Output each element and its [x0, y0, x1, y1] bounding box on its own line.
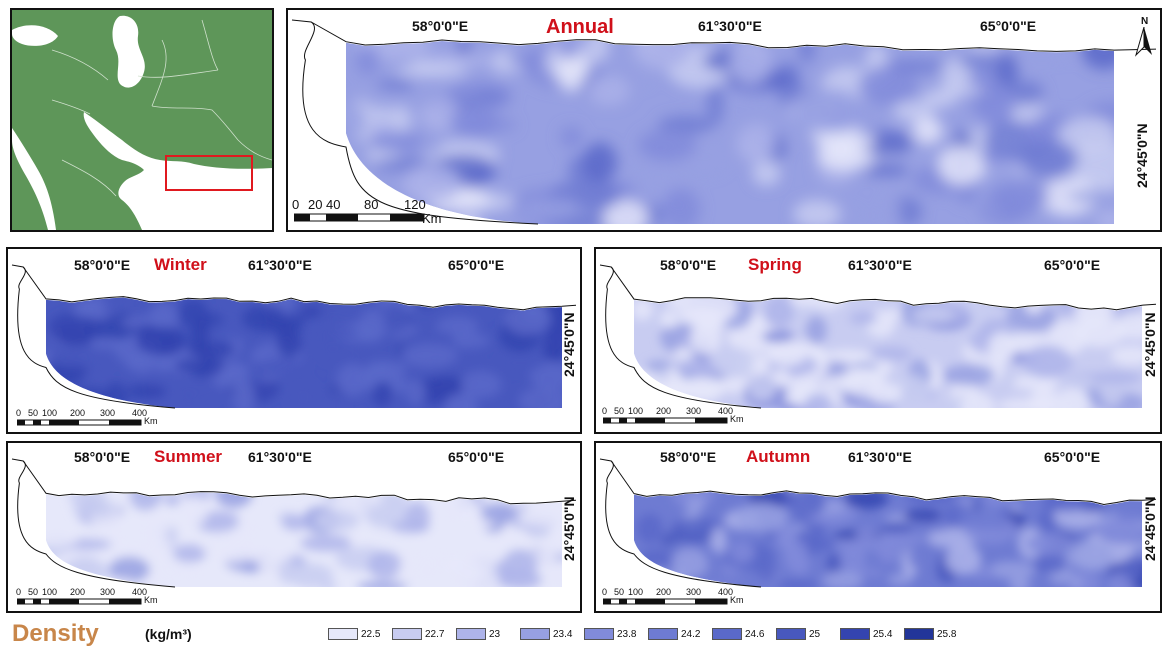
autumn-density-map	[599, 458, 1157, 588]
lat-label: 24°45'0"N	[1134, 123, 1150, 188]
legend-swatch	[392, 628, 422, 640]
scale-bar-graphic	[603, 417, 728, 424]
coastline-north	[22, 460, 577, 505]
legend-swatch	[648, 628, 678, 640]
legend-swatch	[904, 628, 934, 640]
legend-swatch	[776, 628, 806, 640]
legend-title: Density	[12, 620, 99, 647]
legend-item: 22.5	[328, 627, 380, 641]
coastline-west	[599, 264, 762, 409]
north-arrow-icon	[1134, 27, 1152, 57]
legend-item: 25	[776, 627, 820, 641]
summer-density-map	[11, 458, 577, 588]
legend-label: 25	[809, 628, 821, 640]
legend-swatch	[328, 628, 358, 640]
lon-label-east: 65°0'0"E	[1044, 257, 1101, 273]
region-locator-map	[12, 10, 272, 230]
winter-map-panel: 58°0'0"E 61°30'0"E 65°0'0"E Winter 24°45…	[6, 247, 582, 434]
spring-density-map	[599, 264, 1157, 409]
legend-label: 23	[489, 628, 501, 640]
panel-title: Annual	[546, 16, 614, 38]
legend-label: 22.7	[425, 628, 445, 640]
lon-label-west: 58°0'0"E	[74, 257, 131, 273]
legend-item: 23	[456, 627, 500, 641]
scale-bar-graphic	[17, 419, 142, 426]
study-area-highlight	[165, 155, 253, 191]
density-field	[346, 40, 1114, 225]
lon-label-west: 58°0'0"E	[74, 449, 131, 465]
lon-label-east: 65°0'0"E	[980, 18, 1037, 34]
coastline-north	[610, 266, 1157, 311]
coastline-north	[22, 266, 577, 311]
legend-item: 23.8	[584, 627, 636, 641]
legend-label: 25.4	[873, 628, 893, 640]
scale-bar-graphic	[17, 598, 142, 605]
lon-label-center: 61°30'0"E	[248, 449, 312, 465]
scale-bar-graphic	[294, 213, 425, 222]
legend-swatch	[712, 628, 742, 640]
legend-item: 25.8	[904, 627, 956, 641]
density-field	[46, 492, 562, 587]
legend-item: 25.4	[840, 627, 892, 641]
legend-label: 22.5	[361, 628, 381, 640]
panel-title: Spring	[748, 255, 802, 274]
annual-density-map	[291, 19, 1157, 225]
density-field	[634, 298, 1142, 409]
lon-label-center: 61°30'0"E	[848, 449, 912, 465]
legend-swatch	[520, 628, 550, 640]
coastline-west	[11, 264, 176, 409]
density-field	[46, 297, 562, 408]
panel-title: Autumn	[746, 447, 811, 466]
lat-label: 24°45'0"N	[561, 312, 577, 377]
coastline-west	[11, 458, 176, 588]
legend-label: 24.6	[745, 628, 765, 640]
legend-item: 23.4	[520, 627, 572, 641]
lat-label: 24°45'0"N	[1142, 496, 1158, 561]
legend-item: 24.2	[648, 627, 700, 641]
density-field	[634, 491, 1142, 587]
spring-map-panel: 58°0'0"E 61°30'0"E 65°0'0"E Spring 24°45…	[594, 247, 1162, 434]
autumn-map-panel: 58°0'0"E 61°30'0"E 65°0'0"E Autumn 24°45…	[594, 441, 1162, 613]
coastline-north	[610, 460, 1157, 506]
lon-label-east: 65°0'0"E	[448, 257, 505, 273]
overview-map-panel	[10, 8, 274, 232]
legend-label: 23.4	[553, 628, 573, 640]
legend-swatch	[840, 628, 870, 640]
legend-swatch	[584, 628, 614, 640]
lon-label-east: 65°0'0"E	[1044, 449, 1101, 465]
legend-item: 22.7	[392, 627, 444, 641]
lon-label-west: 58°0'0"E	[660, 257, 717, 273]
coastline-west	[599, 458, 762, 588]
summer-map-panel: 58°0'0"E 61°30'0"E 65°0'0"E Summer 24°45…	[6, 441, 582, 613]
coastline-north	[310, 21, 1157, 52]
winter-density-map	[11, 264, 577, 409]
lon-label-west: 58°0'0"E	[412, 18, 469, 34]
legend-label: 25.8	[937, 628, 957, 640]
scale-bar-graphic	[603, 598, 728, 605]
legend-item: 24.6	[712, 627, 764, 641]
lat-label: 24°45'0"N	[561, 496, 577, 561]
lon-label-east: 65°0'0"E	[448, 449, 505, 465]
lon-label-center: 61°30'0"E	[248, 257, 312, 273]
lon-label-west: 58°0'0"E	[660, 449, 717, 465]
legend-label: 24.2	[681, 628, 701, 640]
panel-title: Winter	[154, 255, 207, 274]
legend-unit: (kg/m³)	[145, 626, 192, 642]
legend-swatch	[456, 628, 486, 640]
lon-label-center: 61°30'0"E	[848, 257, 912, 273]
annual-map-panel: 58°0'0"E 61°30'0"E 65°0'0"E Annual 24°45…	[286, 8, 1162, 232]
coastline-west	[291, 19, 539, 225]
north-arrow-label: N	[1141, 16, 1149, 27]
lat-label: 24°45'0"N	[1142, 312, 1158, 377]
panel-title: Summer	[154, 447, 223, 466]
lon-label-center: 61°30'0"E	[698, 18, 762, 34]
legend-label: 23.8	[617, 628, 637, 640]
